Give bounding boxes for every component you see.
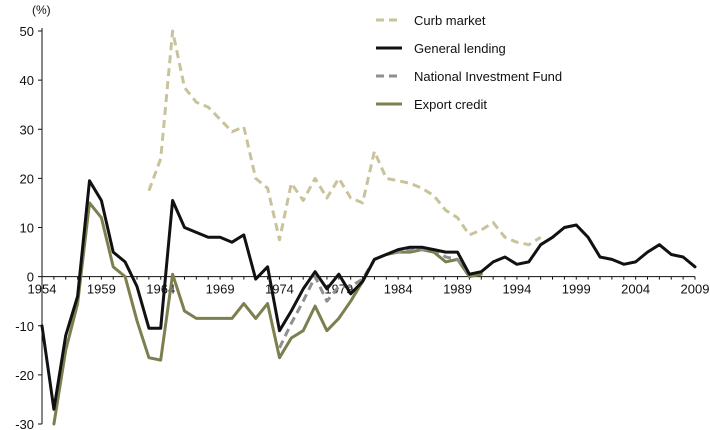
legend-label: Export credit [414, 97, 487, 112]
x-tick-label: 1984 [384, 282, 413, 297]
legend-label: General lending [414, 41, 506, 56]
series-line-curb-market [147, 29, 542, 247]
series-line-general-lending [40, 179, 697, 411]
chart-axes: (%) -30 -20 -10 0 10 20 30 40 50 1954 1959 1964 1969 1… [15, 3, 709, 430]
series-line-national-investment-fund [278, 248, 471, 349]
x-tick-label: 1999 [562, 282, 591, 297]
y-tick-label: -10 [15, 319, 34, 334]
y-unit-label: (%) [32, 3, 51, 17]
y-tick-label: -20 [15, 368, 34, 383]
y-tick-label: 10 [20, 221, 34, 236]
y-tick-label: 40 [20, 73, 34, 88]
x-tick-label: 2009 [681, 282, 710, 297]
x-tick-label: 1959 [87, 282, 116, 297]
x-tick-label: 1954 [28, 282, 57, 297]
series-layer [40, 29, 697, 426]
y-tick-label: 50 [20, 24, 34, 39]
x-tick-label: 1994 [502, 282, 531, 297]
y-tick-label: 30 [20, 122, 34, 137]
x-tick-label: 1989 [443, 282, 472, 297]
legend-label: National Investment Fund [414, 69, 562, 84]
chart-legend: Curb market General lending National Inves… [376, 13, 562, 112]
x-tick-label: 1964 [146, 282, 175, 297]
legend-label: Curb market [414, 13, 486, 28]
series-line-export-credit [52, 201, 483, 426]
y-tick-label: -30 [15, 417, 34, 430]
x-tick-label: 1969 [206, 282, 235, 297]
x-tick-label: 2004 [621, 282, 650, 297]
y-tick-label: 20 [20, 171, 34, 186]
y-tick-label: 0 [27, 270, 34, 285]
